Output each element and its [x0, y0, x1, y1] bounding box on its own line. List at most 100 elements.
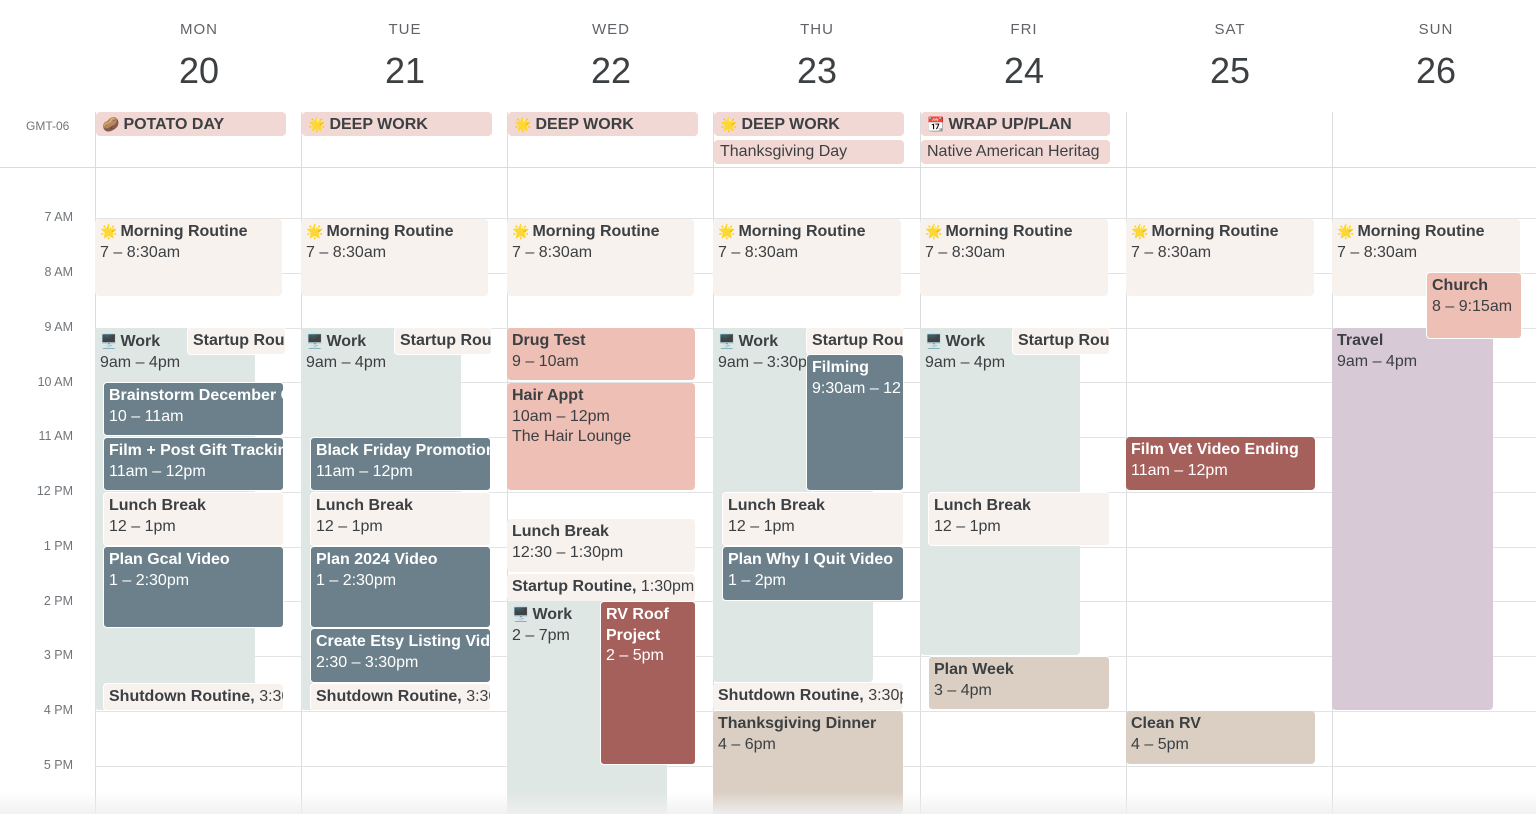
hour-label: 12 PM	[36, 484, 73, 498]
event-title: Startup Routine,	[512, 578, 637, 595]
day-number[interactable]: 22	[590, 50, 632, 91]
event-title: Work	[326, 333, 367, 350]
event-title: Church	[1432, 277, 1488, 294]
allday-event-deep-work[interactable]: 🌟 DEEP WORK	[302, 112, 492, 136]
monitor-icon: 🖥️	[306, 333, 324, 349]
event-shutdown-routine[interactable]: Shutdown Routine, 3:30	[310, 683, 491, 711]
event-startup-routine[interactable]: Startup Rou	[394, 327, 492, 355]
event-time: 11am – 12pm	[316, 462, 413, 480]
event-startup-routine[interactable]: Startup Routine, 1:30pm	[507, 574, 695, 601]
event-startup-routine[interactable]: Startup Rou	[1012, 327, 1110, 355]
day-number[interactable]: 26	[1415, 50, 1457, 91]
hour-label: 9 AM	[44, 320, 74, 334]
event-time: 9:30am – 12	[812, 379, 901, 397]
allday-event-deep-work[interactable]: 🌟 DEEP WORK	[714, 112, 904, 136]
event-morning-routine[interactable]: 🌟 Morning Routine 7 – 8:30am	[301, 219, 488, 296]
event-rv-roof-project[interactable]: RV Roof Project 2 – 5pm	[600, 601, 696, 765]
event-time: 9am – 4pm	[1337, 352, 1418, 370]
day-number[interactable]: 25	[1209, 50, 1251, 91]
allday-event-thanksgiving-day[interactable]: Thanksgiving Day	[714, 140, 904, 164]
day-number[interactable]: 24	[1003, 50, 1045, 91]
day-header-sun[interactable]: SUN 26	[1333, 0, 1536, 110]
day-header-wed[interactable]: WED 22	[508, 0, 714, 110]
event-time: 10 – 11am	[109, 407, 184, 425]
day-of-week: FRI	[1010, 21, 1038, 38]
allday-event-native-american-heritage[interactable]: Native American Heritag	[921, 140, 1110, 164]
hour-label: 10 AM	[37, 375, 73, 389]
monitor-icon: 🖥️	[925, 333, 943, 349]
event-title: Lunch Break	[109, 497, 206, 514]
hour-label: 4 PM	[43, 703, 73, 717]
event-lunch-break[interactable]: Lunch Break 12 – 1pm	[310, 492, 491, 546]
event-time: 9 – 10am	[512, 352, 579, 370]
allday-event-potato-day[interactable]: 🥔 POTATO DAY	[96, 112, 286, 136]
event-brainstorm[interactable]: Brainstorm December C 10 – 11am	[103, 382, 284, 436]
event-time: 7 – 8:30am	[1131, 243, 1212, 261]
event-title: DEEP WORK	[329, 116, 428, 133]
event-time: 9am – 4pm	[100, 353, 181, 371]
event-hair-appt[interactable]: Hair Appt 10am – 12pm The Hair Lounge	[507, 383, 695, 490]
event-lunch-break[interactable]: Lunch Break 12 – 1pm	[103, 492, 284, 546]
event-drug-test[interactable]: Drug Test 9 – 10am	[507, 328, 695, 380]
event-film-post-gift-tracking[interactable]: Film + Post Gift Trackin 11am – 12pm	[103, 437, 284, 491]
event-time: 7 – 8:30am	[512, 243, 593, 261]
day-header-mon[interactable]: MON 20	[96, 0, 302, 110]
event-filming[interactable]: Filming 9:30am – 12	[806, 354, 904, 491]
event-title: Black Friday Promotion	[316, 442, 491, 459]
event-plan-week[interactable]: Plan Week 3 – 4pm	[928, 656, 1110, 710]
hour-label: 7 AM	[44, 210, 74, 224]
event-title: Startup Rou	[1018, 332, 1110, 349]
event-time: 2 – 7pm	[512, 626, 570, 644]
event-morning-routine[interactable]: 🌟 Morning Routine 7 – 8:30am	[920, 219, 1108, 296]
event-lunch-break[interactable]: Lunch Break 12 – 1pm	[722, 492, 904, 546]
event-lunch-break[interactable]: Lunch Break 12 – 1pm	[928, 492, 1110, 546]
event-startup-routine[interactable]: Startup Rou	[806, 327, 904, 355]
day-header-sat[interactable]: SAT 25	[1127, 0, 1333, 110]
event-title: Work	[738, 333, 779, 350]
event-title: RV Roof Project	[606, 606, 669, 644]
event-shutdown-routine[interactable]: Shutdown Routine, 3:30p	[713, 683, 903, 710]
event-time: 7 – 8:30am	[1337, 243, 1418, 261]
event-title: Lunch Break	[512, 523, 609, 540]
day-header-fri[interactable]: FRI 24	[921, 0, 1127, 110]
event-title: Work	[945, 333, 986, 350]
star-icon: 🌟	[512, 223, 530, 239]
event-plan-gcal-video[interactable]: Plan Gcal Video 1 – 2:30pm	[103, 546, 284, 628]
event-church[interactable]: Church 8 – 9:15am	[1426, 272, 1522, 339]
event-title: Morning Routine	[945, 223, 1073, 240]
event-time: 7 – 8:30am	[100, 243, 181, 261]
event-title: Shutdown Routine,	[316, 688, 462, 705]
event-title: Startup Rou	[812, 332, 904, 349]
event-title: Plan Week	[934, 661, 1014, 678]
event-title: Film Vet Video Ending	[1131, 441, 1299, 458]
event-clean-rv[interactable]: Clean RV 4 – 5pm	[1126, 711, 1315, 764]
event-startup-routine[interactable]: Startup Rou	[187, 327, 286, 355]
event-create-etsy-listing-video[interactable]: Create Etsy Listing Vide 2:30 – 3:30pm	[310, 628, 491, 683]
event-title: Filming	[812, 359, 869, 376]
event-lunch-break[interactable]: Lunch Break 12:30 – 1:30pm	[507, 519, 695, 572]
day-number[interactable]: 23	[796, 50, 838, 91]
day-number[interactable]: 21	[384, 50, 426, 91]
event-time: 4 – 6pm	[718, 735, 776, 753]
event-black-friday-promotion[interactable]: Black Friday Promotion 11am – 12pm	[310, 437, 491, 491]
event-work[interactable]: 🖥️ Work 9am – 4pm	[920, 328, 1080, 655]
event-morning-routine[interactable]: 🌟 Morning Routine 7 – 8:30am	[713, 219, 901, 296]
event-title: Thanksgiving Dinner	[718, 715, 877, 732]
event-morning-routine[interactable]: 🌟 Morning Routine 7 – 8:30am	[1126, 219, 1314, 296]
day-header-thu[interactable]: THU 23	[714, 0, 920, 110]
event-plan-2024-video[interactable]: Plan 2024 Video 1 – 2:30pm	[310, 546, 491, 628]
event-shutdown-routine[interactable]: Shutdown Routine, 3:30	[103, 683, 284, 711]
hour-label: 1 PM	[43, 539, 73, 553]
day-header-tue[interactable]: TUE 21	[302, 0, 508, 110]
event-time: 4 – 5pm	[1131, 735, 1189, 753]
event-plan-why-i-quit-video[interactable]: Plan Why I Quit Video 1 – 2pm	[722, 546, 904, 601]
allday-event-wrap-up-plan[interactable]: 📆 WRAP UP/PLAN	[921, 112, 1110, 136]
event-film-vet-video-ending[interactable]: Film Vet Video Ending 11am – 12pm	[1126, 437, 1315, 490]
day-number[interactable]: 20	[178, 50, 220, 91]
event-morning-routine[interactable]: 🌟 Morning Routine 7 – 8:30am	[507, 219, 694, 296]
event-travel[interactable]: Travel 9am – 4pm	[1332, 328, 1493, 710]
event-title: Morning Routine	[1357, 223, 1485, 240]
event-title: Plan 2024 Video	[316, 551, 438, 568]
allday-event-deep-work[interactable]: 🌟 DEEP WORK	[508, 112, 698, 136]
event-morning-routine[interactable]: 🌟 Morning Routine 7 – 8:30am	[95, 219, 282, 296]
